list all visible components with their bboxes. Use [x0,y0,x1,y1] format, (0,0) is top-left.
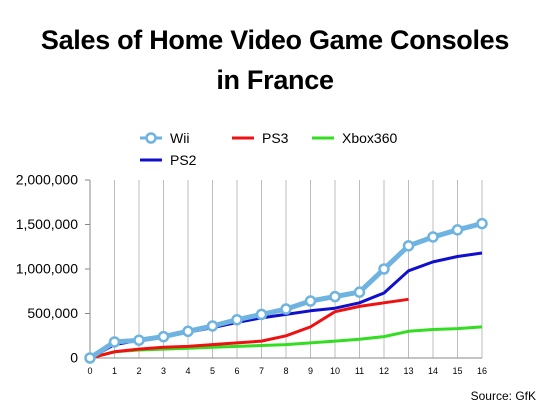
point-wii-15 [451,224,464,236]
legend-item-xbox360: Xbox360 [312,130,397,146]
legend-marker-wii [145,132,157,144]
x-tick-label-6: 6 [234,366,239,376]
x-tick-label-10: 10 [330,366,340,376]
x-tick-label-9: 9 [308,366,313,376]
series-ps3 [89,297,409,360]
x-tick-label-11: 11 [355,366,364,376]
point-wii-8 [280,303,292,315]
plot-area [84,217,488,364]
source-note: Source: GfK [470,389,536,403]
point-wii-16 [476,217,488,230]
chart-title-line-1: Sales of Home Video Game Consoles [40,25,510,55]
point-wii-3 [157,330,170,343]
x-tick-label-3: 3 [161,366,166,376]
point-wii-5 [206,320,219,332]
point-wii-13 [402,240,415,252]
legend-label-ps3: PS3 [262,130,289,146]
y-tick-label-3: 1,500,000 [16,216,78,232]
y-tick-label-0: 0 [70,350,78,366]
series-line-ps3 [89,297,409,360]
x-tick-label-7: 7 [259,366,264,376]
x-tick-label-13: 13 [403,366,413,376]
y-tick-label-1: 500,000 [27,305,78,321]
x-tick-label-15: 15 [452,366,462,376]
point-wii-7 [255,308,268,321]
legend-item-ps2: PS2 [140,152,197,168]
legend-label-xbox360: Xbox360 [342,130,397,146]
chart-title-line-2: in France [216,65,334,95]
x-tick-label-14: 14 [428,366,438,376]
x-tick-label-16: 16 [477,366,487,376]
point-wii-12 [378,263,390,275]
point-wii-6 [231,313,243,326]
chart-title: Sales of Home Video Game Consoles in Fra… [0,20,550,100]
point-wii-9 [304,295,317,307]
x-tick-label-5: 5 [210,366,215,376]
x-tick-label-4: 4 [185,366,190,376]
legend: Wii PS2 PS3 Xbox360 [140,130,397,168]
point-wii-14 [427,231,439,243]
x-tick-label-1: 1 [112,366,117,376]
point-wii-0 [84,352,96,364]
y-tick-label-4: 2,000,000 [16,172,78,188]
point-wii-2 [133,334,145,346]
legend-label-ps2: PS2 [170,152,197,168]
point-wii-1 [108,336,121,348]
x-tick-label-0: 0 [87,366,92,376]
x-tick-label-12: 12 [379,366,389,376]
point-wii-4 [182,325,194,338]
legend-item-wii: Wii [140,130,189,146]
point-wii-11 [353,286,366,298]
x-tick-label-2: 2 [136,366,141,376]
x-tick-label-8: 8 [283,366,288,376]
point-wii-10 [329,290,341,303]
y-tick-label-2: 1,000,000 [16,261,78,277]
legend-item-ps3: PS3 [232,130,289,146]
legend-label-wii: Wii [170,130,189,146]
series-wii [84,217,488,364]
